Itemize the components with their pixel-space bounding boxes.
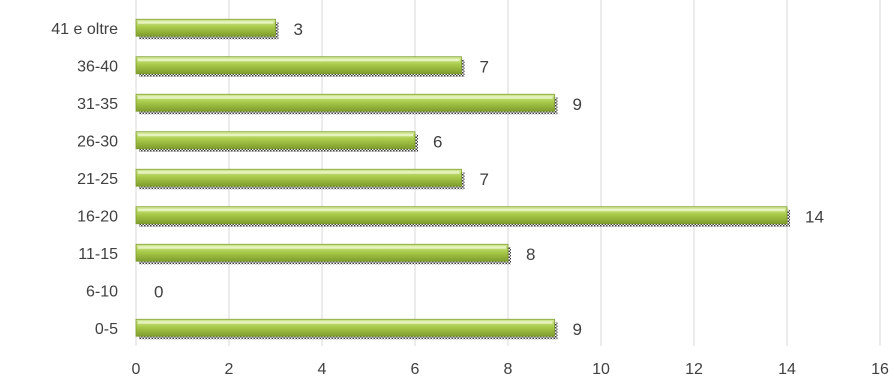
bar-highlight: [138, 246, 506, 249]
category-label-11-15: 11-15: [78, 246, 118, 263]
value-label-41-e-oltre: 3: [294, 20, 303, 39]
bar-26-30: [135, 131, 418, 152]
category-label-21-25: 21-25: [77, 171, 118, 188]
x-tick-label-16: 16: [871, 361, 889, 378]
bar-highlight: [138, 58, 460, 62]
x-tick-label-0: 0: [132, 361, 141, 378]
value-label-16-20: 14: [805, 207, 824, 226]
bar-highlight: [138, 208, 785, 212]
x-tick-label-2: 2: [225, 361, 234, 378]
x-tick-label-10: 10: [592, 361, 610, 378]
bar-16-20: [135, 206, 790, 227]
value-label-11-15: 8: [526, 245, 535, 264]
x-tick-label-4: 4: [318, 361, 327, 378]
bar-36-40: [135, 56, 465, 77]
value-label-6-10: 0: [154, 282, 163, 301]
bar-0-5: [135, 318, 558, 340]
bar-highlight: [138, 96, 553, 99]
value-label-31-35: 9: [573, 95, 582, 114]
x-tick-label-14: 14: [778, 361, 796, 378]
bars: [135, 18, 790, 340]
x-tick-labels: 0 2 4 6 8 10 12 14 16: [132, 361, 889, 378]
x-tick-label-6: 6: [411, 361, 420, 378]
bar-41-e-oltre: [135, 18, 279, 40]
category-label-0-5: 0-5: [95, 321, 118, 338]
value-label-21-25: 7: [480, 170, 489, 189]
x-tick-label-8: 8: [504, 361, 513, 378]
bar-31-35: [135, 93, 558, 115]
category-label-26-30: 26-30: [77, 133, 118, 150]
category-label-36-40: 36-40: [77, 58, 118, 75]
value-label-36-40: 7: [480, 57, 489, 76]
value-label-0-5: 9: [573, 320, 582, 339]
bar-21-25: [135, 168, 465, 190]
bar-highlight: [138, 171, 460, 174]
bar-highlight: [138, 321, 553, 324]
bar-highlight: [138, 21, 274, 24]
category-label-6-10: 6-10: [86, 283, 118, 300]
bar-highlight: [138, 133, 413, 137]
category-labels: 0-5 6-10 11-15 16-20 21-25 26-30 31-35 36-40 41 …: [51, 21, 118, 338]
x-tick-label-12: 12: [685, 361, 703, 378]
category-label-31-35: 31-35: [77, 96, 118, 113]
category-label-16-20: 16-20: [77, 208, 118, 225]
value-labels: 9 0 8 14 7 6 9 7 3: [154, 20, 824, 339]
bar-11-15: [135, 243, 511, 265]
value-label-26-30: 6: [433, 132, 442, 151]
category-label-41-e-oltre: 41 e oltre: [51, 21, 118, 38]
